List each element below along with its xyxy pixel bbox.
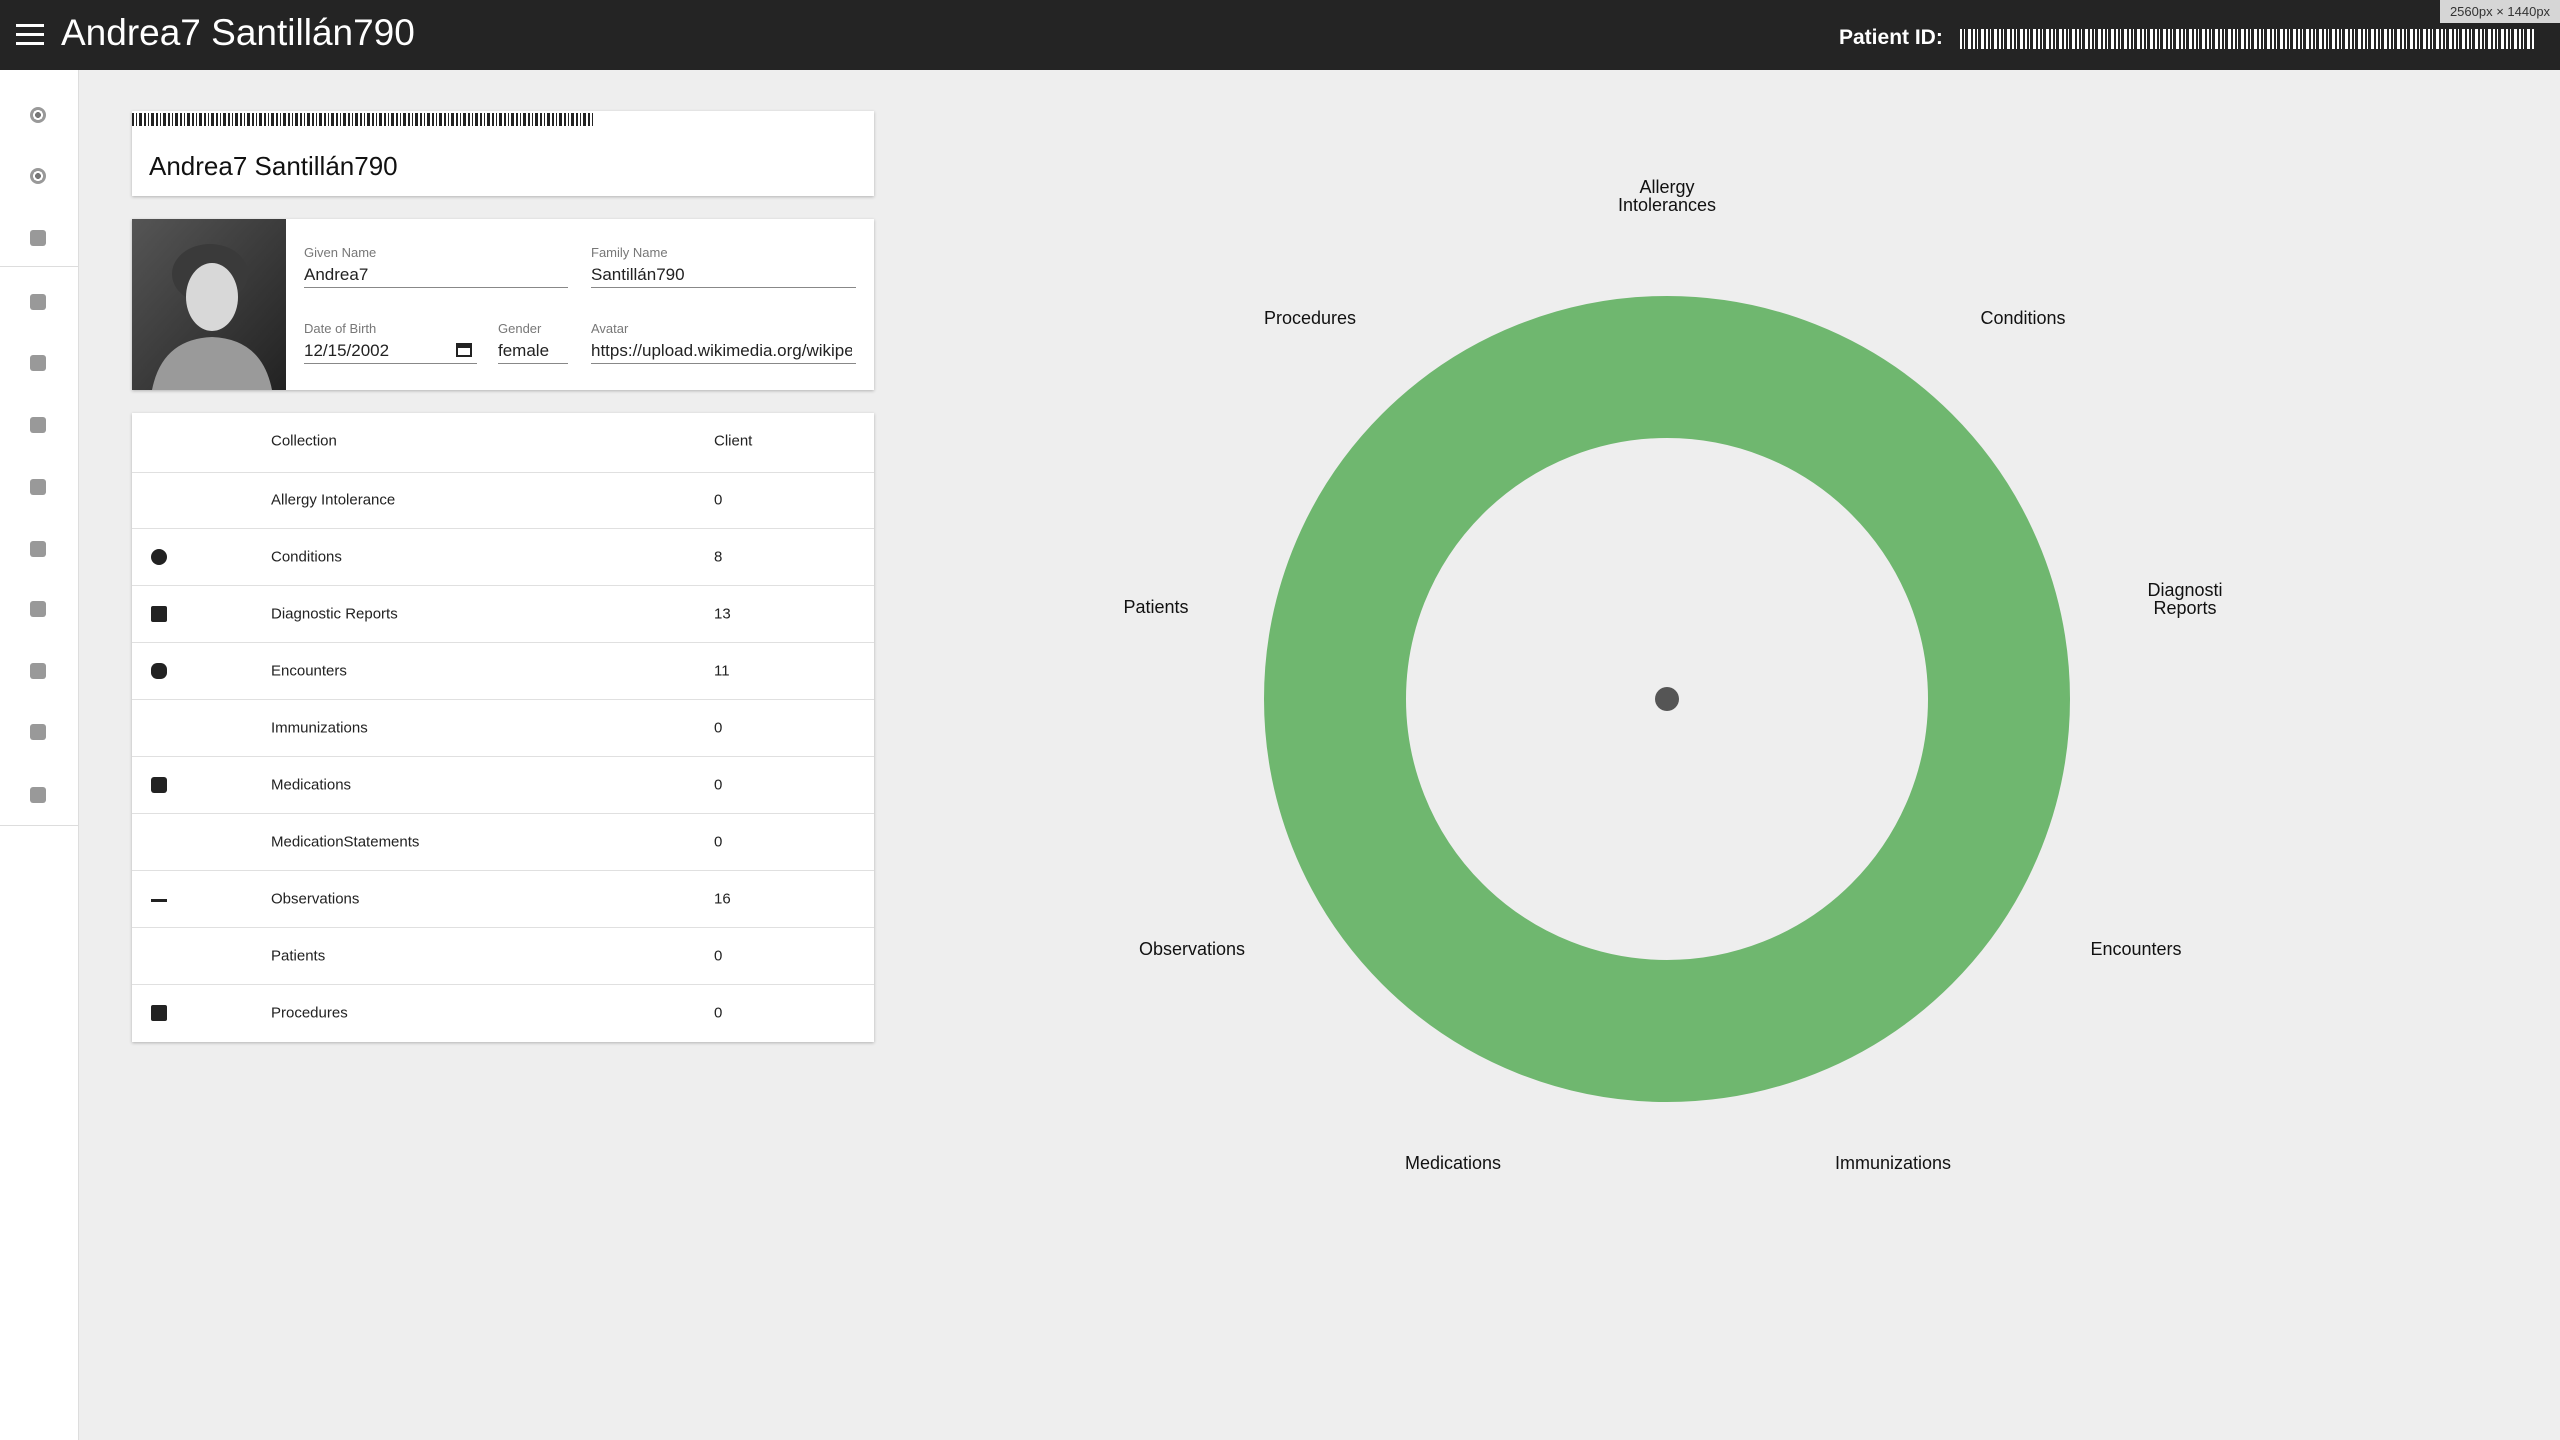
row-divider [132, 984, 874, 985]
row-icon [151, 606, 167, 622]
row-divider [132, 699, 874, 700]
row-divider [132, 870, 874, 871]
client-count: 0 [714, 833, 723, 851]
patient-id-barcode [1960, 29, 2534, 49]
chart-axis-label: Procedures [1263, 308, 1357, 328]
field-label: Date of Birth [304, 321, 377, 336]
row-divider [132, 813, 874, 814]
collection-name: Immunizations [271, 719, 368, 737]
field-value[interactable]: Santillán790 [591, 265, 685, 284]
nav-item[interactable] [30, 479, 46, 495]
chart-axis-label: Allergy Intolerances [1617, 177, 1717, 215]
collection-name: Conditions [271, 548, 342, 566]
app-title: Andrea7 Santillán790 [61, 12, 415, 53]
row-divider [132, 642, 874, 643]
client-count: 8 [714, 548, 723, 566]
nav-item[interactable] [30, 168, 46, 184]
nav-item[interactable] [30, 787, 46, 803]
client-count: 11 [714, 662, 730, 680]
chart-axis-label: Patients [1123, 597, 1189, 617]
profile-card: Given Name Andrea7 Family Name Santillán790… [132, 219, 874, 390]
row-icon [151, 1005, 167, 1021]
collection-name: Medications [271, 776, 352, 794]
field-underline [304, 287, 568, 288]
nav-item[interactable] [30, 541, 46, 557]
chart-axis-label: Conditions [1980, 308, 2066, 328]
nav-item[interactable] [30, 724, 46, 740]
row-divider [132, 927, 874, 928]
patient-name: Andrea7 Santillán790 [149, 151, 398, 181]
name-card: Andrea7 Santillán790 [132, 111, 874, 196]
calendar-icon[interactable] [456, 343, 472, 357]
nav-item[interactable] [30, 107, 46, 123]
client-count: 0 [714, 1004, 723, 1022]
field-label: Family Name [591, 245, 668, 260]
client-count: 0 [714, 947, 723, 965]
card-barcode [132, 113, 594, 126]
column-header: Collection [271, 432, 337, 450]
nav-item[interactable] [30, 663, 46, 679]
field-value[interactable]: female [498, 341, 550, 360]
nav-item[interactable] [30, 355, 46, 371]
row-icon [151, 549, 167, 565]
field-underline [498, 363, 568, 364]
client-count: 0 [714, 719, 723, 737]
row-divider [132, 585, 874, 586]
chart-axis-label: Encounters [2090, 939, 2182, 959]
doughnut-ring [1264, 296, 2070, 1102]
field-value[interactable]: 12/15/2002 [304, 341, 390, 360]
center-dot [1655, 687, 1679, 711]
field-underline [591, 363, 856, 364]
field-underline [304, 363, 477, 364]
field-label: Gender [498, 321, 542, 336]
row-divider [132, 528, 874, 529]
sidebar [0, 70, 79, 1440]
patient-id-label: Patient ID: [1839, 26, 1943, 49]
nav-divider [0, 266, 78, 267]
chart [1264, 296, 2070, 1102]
client-count: 16 [714, 890, 731, 908]
row-divider [132, 472, 874, 473]
client-count: 0 [714, 491, 723, 509]
collection-name: Diagnostic Reports [271, 605, 398, 623]
collection-name: Allergy Intolerance [271, 491, 396, 509]
collection-name: MedicationStatements [271, 833, 420, 851]
field-label: Avatar [591, 321, 629, 336]
field-underline [591, 287, 856, 288]
row-icon [151, 899, 167, 902]
chart-axis-label: Immunizations [1834, 1153, 1952, 1173]
chart-axis-label: Diagnosti Reports [2147, 580, 2223, 618]
row-icon [151, 663, 167, 679]
field-value[interactable]: https://upload.wikimedia.org/wikipe [591, 341, 852, 360]
menu-button[interactable] [16, 24, 46, 46]
client-count: 13 [714, 605, 731, 623]
collection-name: Procedures [271, 1004, 348, 1022]
nav-item[interactable] [30, 417, 46, 433]
collections-table: Collection Client Allergy Intolerance 0 Cond… [132, 413, 874, 1042]
field-label: Given Name [304, 245, 377, 260]
row-divider [132, 756, 874, 757]
client-count: 0 [714, 776, 723, 794]
nav-item[interactable] [30, 230, 46, 246]
row-icon [151, 777, 167, 793]
field-value[interactable]: Andrea7 [304, 265, 369, 284]
column-header: Client [714, 432, 753, 450]
chart-axis-label: Medications [1404, 1153, 1502, 1173]
app-bar: Andrea7 Santillán790 Patient ID: [0, 0, 2560, 70]
nav-divider [0, 825, 78, 826]
nav-item[interactable] [30, 601, 46, 617]
collection-name: Encounters [271, 662, 347, 680]
collection-name: Patients [271, 947, 326, 965]
viewport-badge: 2560px × 1440px [2440, 0, 2560, 23]
chart-axis-label: Observations [1138, 939, 1246, 959]
nav-item[interactable] [30, 294, 46, 310]
collection-name: Observations [271, 890, 360, 908]
avatar-photo [132, 219, 286, 390]
